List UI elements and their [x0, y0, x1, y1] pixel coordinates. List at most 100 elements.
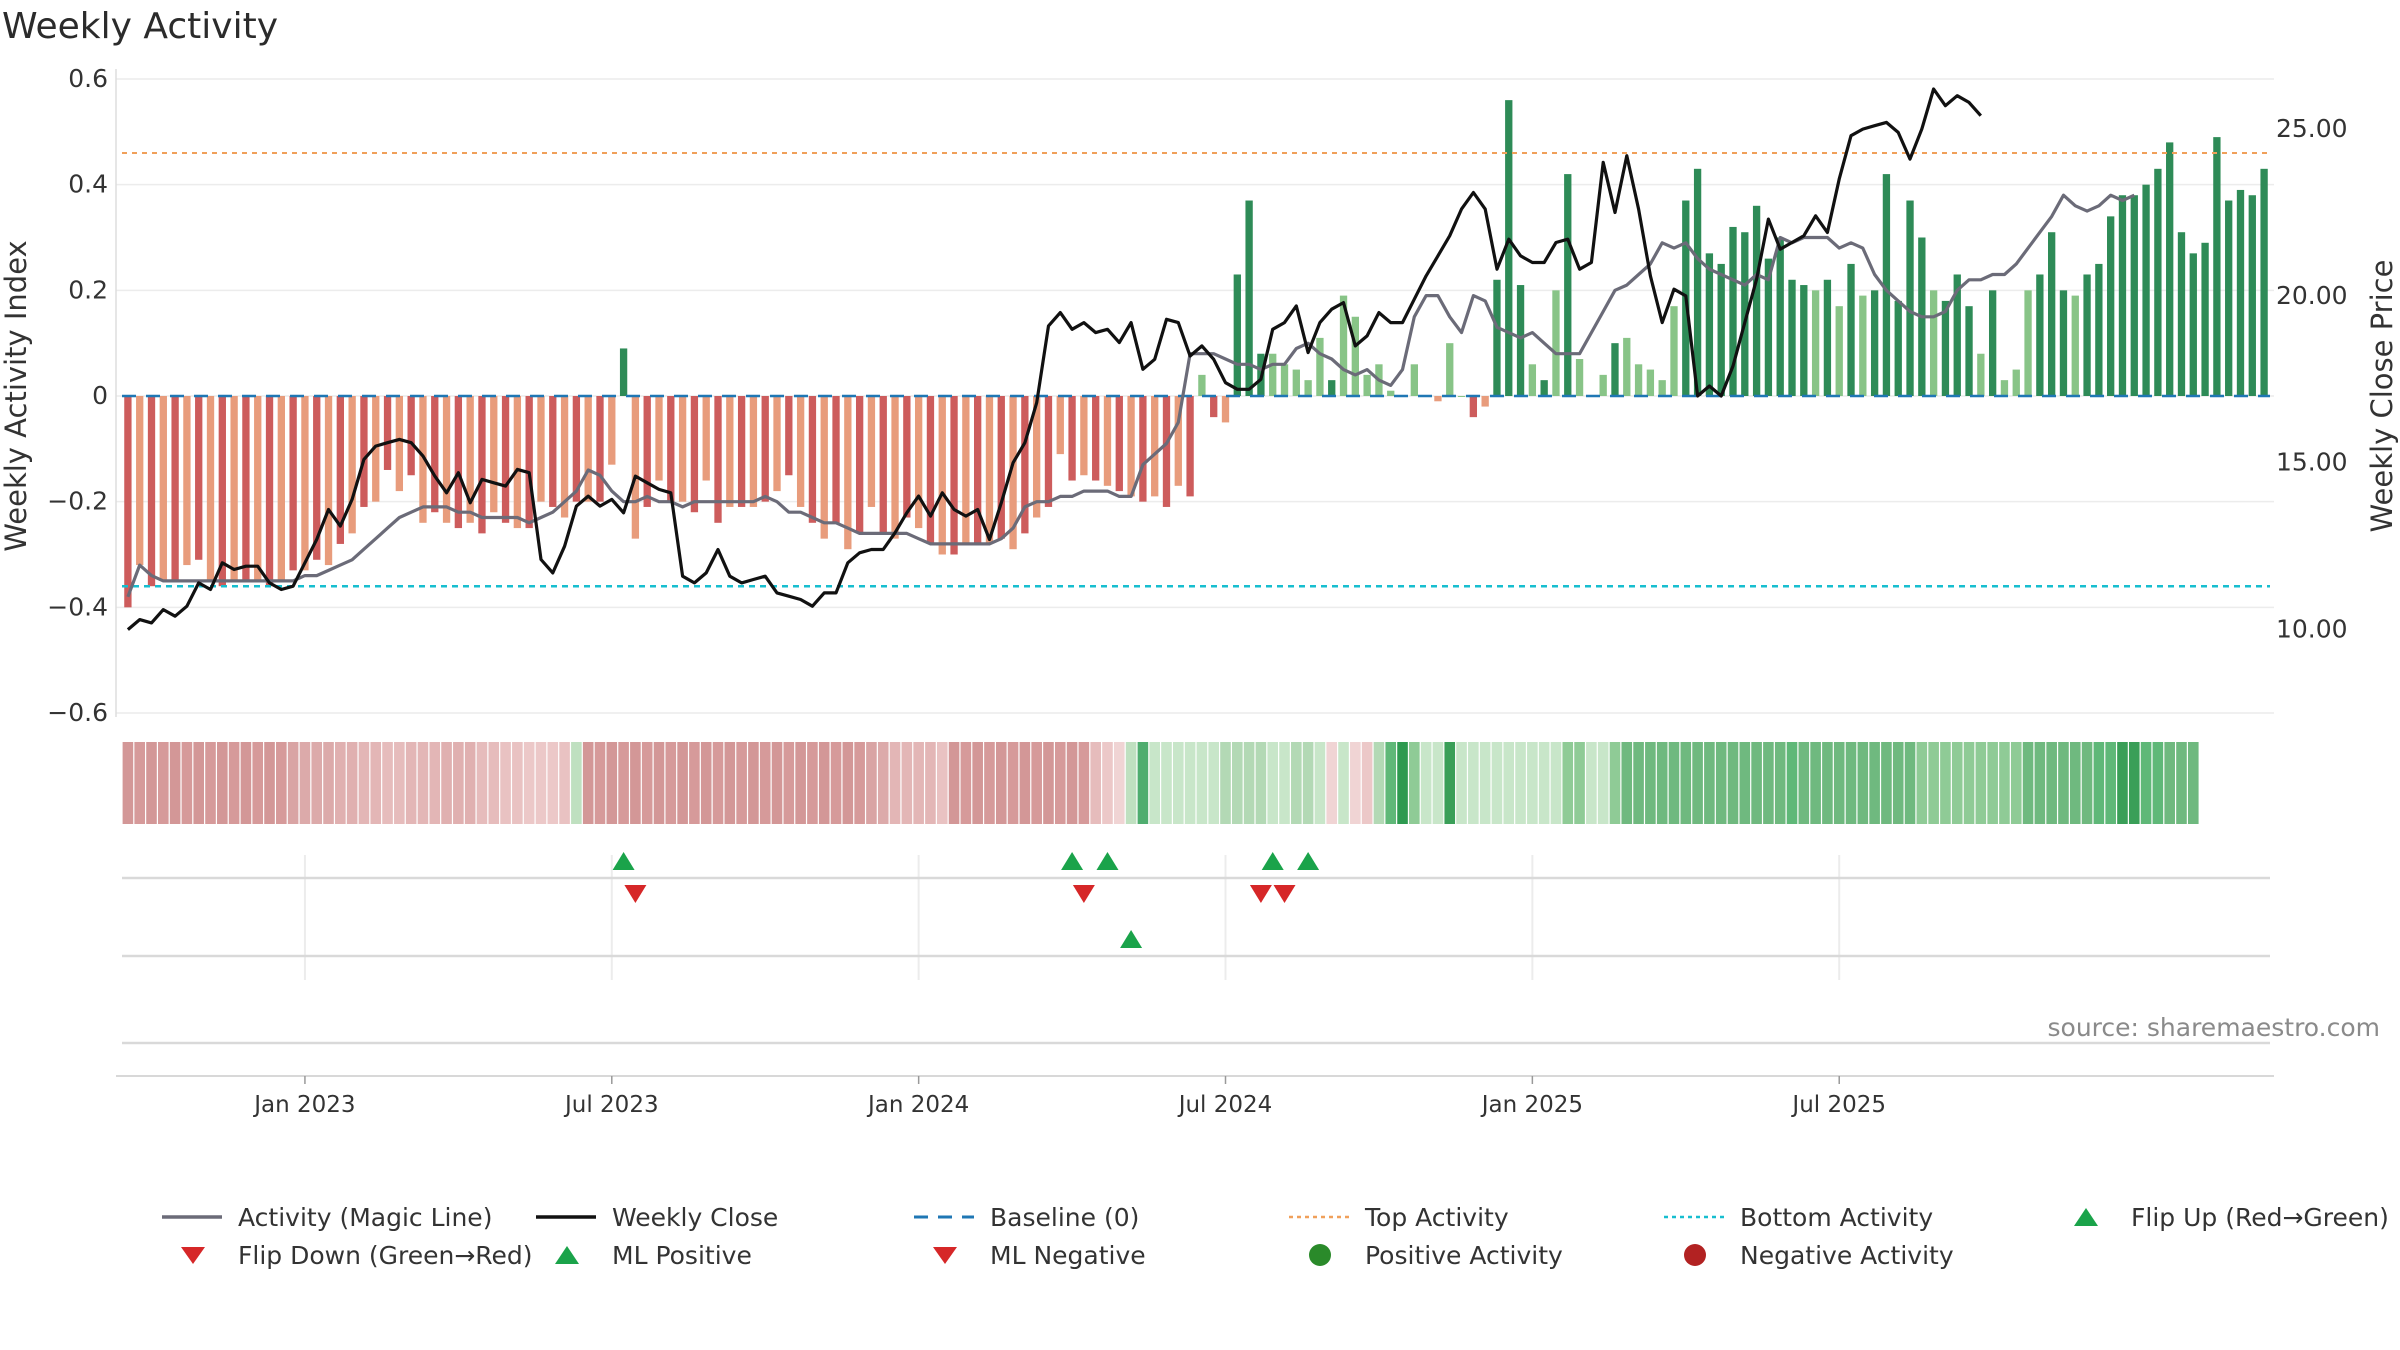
activity-bar — [1304, 380, 1312, 396]
activity-bar — [230, 396, 238, 581]
activity-strip-cell — [1373, 742, 1385, 824]
activity-bar — [832, 396, 840, 523]
activity-strip-cell — [311, 742, 323, 824]
x-tick-label: Jan 2025 — [1480, 1092, 1583, 1118]
activity-bar — [324, 396, 333, 566]
activity-strip-cell — [1397, 742, 1408, 824]
activity-bar — [1221, 396, 1230, 423]
activity-bar — [1611, 343, 1619, 396]
activity-strip-cell — [1468, 742, 1479, 824]
activity-strip-cell — [1645, 742, 1656, 824]
activity-bar — [336, 396, 344, 544]
activity-strip-cell — [641, 742, 653, 824]
chart-title: Weekly Activity — [2, 6, 279, 47]
activity-strip-cell — [1869, 742, 1880, 824]
flip-down-marker — [1072, 885, 1095, 903]
activity-strip-cell — [1574, 742, 1585, 824]
legend-item: Positive Activity — [1287, 1240, 1563, 1270]
activity-strip-cell — [712, 742, 724, 824]
legend-symbol-icon — [2074, 1208, 2098, 1226]
activity-bar — [796, 396, 805, 507]
activity-strip-cell — [677, 742, 688, 824]
activity-bar — [1068, 396, 1076, 481]
activity-bar — [242, 396, 250, 581]
activity-strip-cell — [1066, 742, 1078, 824]
activity-bar — [2107, 216, 2115, 396]
activity-bar — [1634, 364, 1643, 396]
activity-bar — [950, 396, 958, 555]
activity-bar — [1941, 300, 1950, 396]
activity-strip-cell — [700, 742, 712, 824]
activity-bar — [1929, 290, 1938, 396]
activity-strip-cell — [1267, 742, 1279, 824]
activity-strip-cell — [1515, 742, 1526, 824]
activity-strip-cell — [1892, 742, 1904, 824]
activity-strip-cell — [1196, 742, 1208, 824]
activity-bar — [2024, 290, 2032, 396]
activity-bar — [407, 396, 415, 476]
activity-strip-cell — [995, 742, 1007, 824]
activity-strip-cell — [1220, 742, 1231, 824]
activity-strip-cell — [2034, 742, 2046, 824]
activity-bar — [855, 396, 864, 534]
activity-strip-cell — [1007, 742, 1019, 824]
activity-strip-cell — [1786, 742, 1798, 824]
activity-strip-cell — [1597, 742, 1609, 824]
y-tick-label-left: −0.4 — [47, 592, 108, 621]
activity-bar — [2225, 200, 2233, 396]
activity-strip-cell — [1232, 742, 1243, 824]
activity-strip-cell — [1149, 742, 1160, 824]
activity-bar — [1564, 174, 1572, 396]
activity-strip-cell — [1172, 742, 1184, 824]
activity-bar — [537, 396, 545, 502]
activity-bar — [1139, 396, 1147, 502]
activity-strip-cell — [984, 742, 995, 824]
activity-strip-cell — [453, 742, 464, 824]
activity-bar — [1729, 226, 1737, 396]
activity-strip-cell — [287, 742, 299, 824]
activity-bar — [1965, 306, 1973, 396]
activity-bar — [1882, 174, 1891, 396]
activity-bar — [478, 396, 486, 534]
activity-bar — [974, 396, 982, 544]
ml-positive-marker — [1120, 930, 1143, 948]
activity-bar — [2118, 195, 2127, 396]
activity-strip-cell — [1704, 742, 1715, 824]
activity-strip-cell — [1845, 742, 1857, 824]
activity-strip-cell — [193, 742, 205, 824]
activity-bar — [584, 396, 592, 502]
activity-strip-cell — [559, 742, 570, 824]
activity-bar — [1127, 396, 1135, 497]
activity-strip-cell — [1810, 742, 1821, 824]
activity-bar — [2036, 274, 2044, 396]
activity-bar — [608, 396, 616, 465]
activity-strip-cell — [1692, 742, 1703, 824]
legend-label: ML Positive — [612, 1240, 752, 1270]
activity-strip-cell — [146, 742, 157, 824]
legend-label: Positive Activity — [1365, 1240, 1563, 1270]
activity-strip-cell — [1243, 742, 1255, 824]
activity-bar — [1328, 380, 1336, 396]
activity-strip-cell — [1621, 742, 1633, 824]
activity-strip-cell — [1727, 742, 1739, 824]
activity-strip-cell — [618, 742, 629, 824]
flip-up-marker — [1261, 852, 1284, 870]
legend-label: Negative Activity — [1740, 1240, 1954, 1270]
activity-strip-cell — [1751, 742, 1762, 824]
flip-up-marker — [612, 852, 635, 870]
activity-strip-cell — [523, 742, 535, 824]
activity-strip-cell — [205, 742, 216, 824]
activity-bar — [2095, 263, 2103, 396]
activity-bar — [195, 396, 203, 560]
activity-bar — [596, 396, 604, 502]
y-tick-label-right: 10.00 — [2276, 615, 2348, 644]
activity-strip-cell — [264, 742, 275, 824]
activity-strip-cell — [323, 742, 334, 824]
activity-strip-cell — [1550, 742, 1562, 824]
activity-bar — [2213, 137, 2221, 396]
y-tick-label-left: −0.2 — [47, 487, 108, 516]
activity-strip-cell — [1798, 742, 1810, 824]
activity-strip-cell — [1999, 742, 2010, 824]
activity-bar — [820, 396, 828, 539]
activity-bar — [726, 396, 734, 507]
